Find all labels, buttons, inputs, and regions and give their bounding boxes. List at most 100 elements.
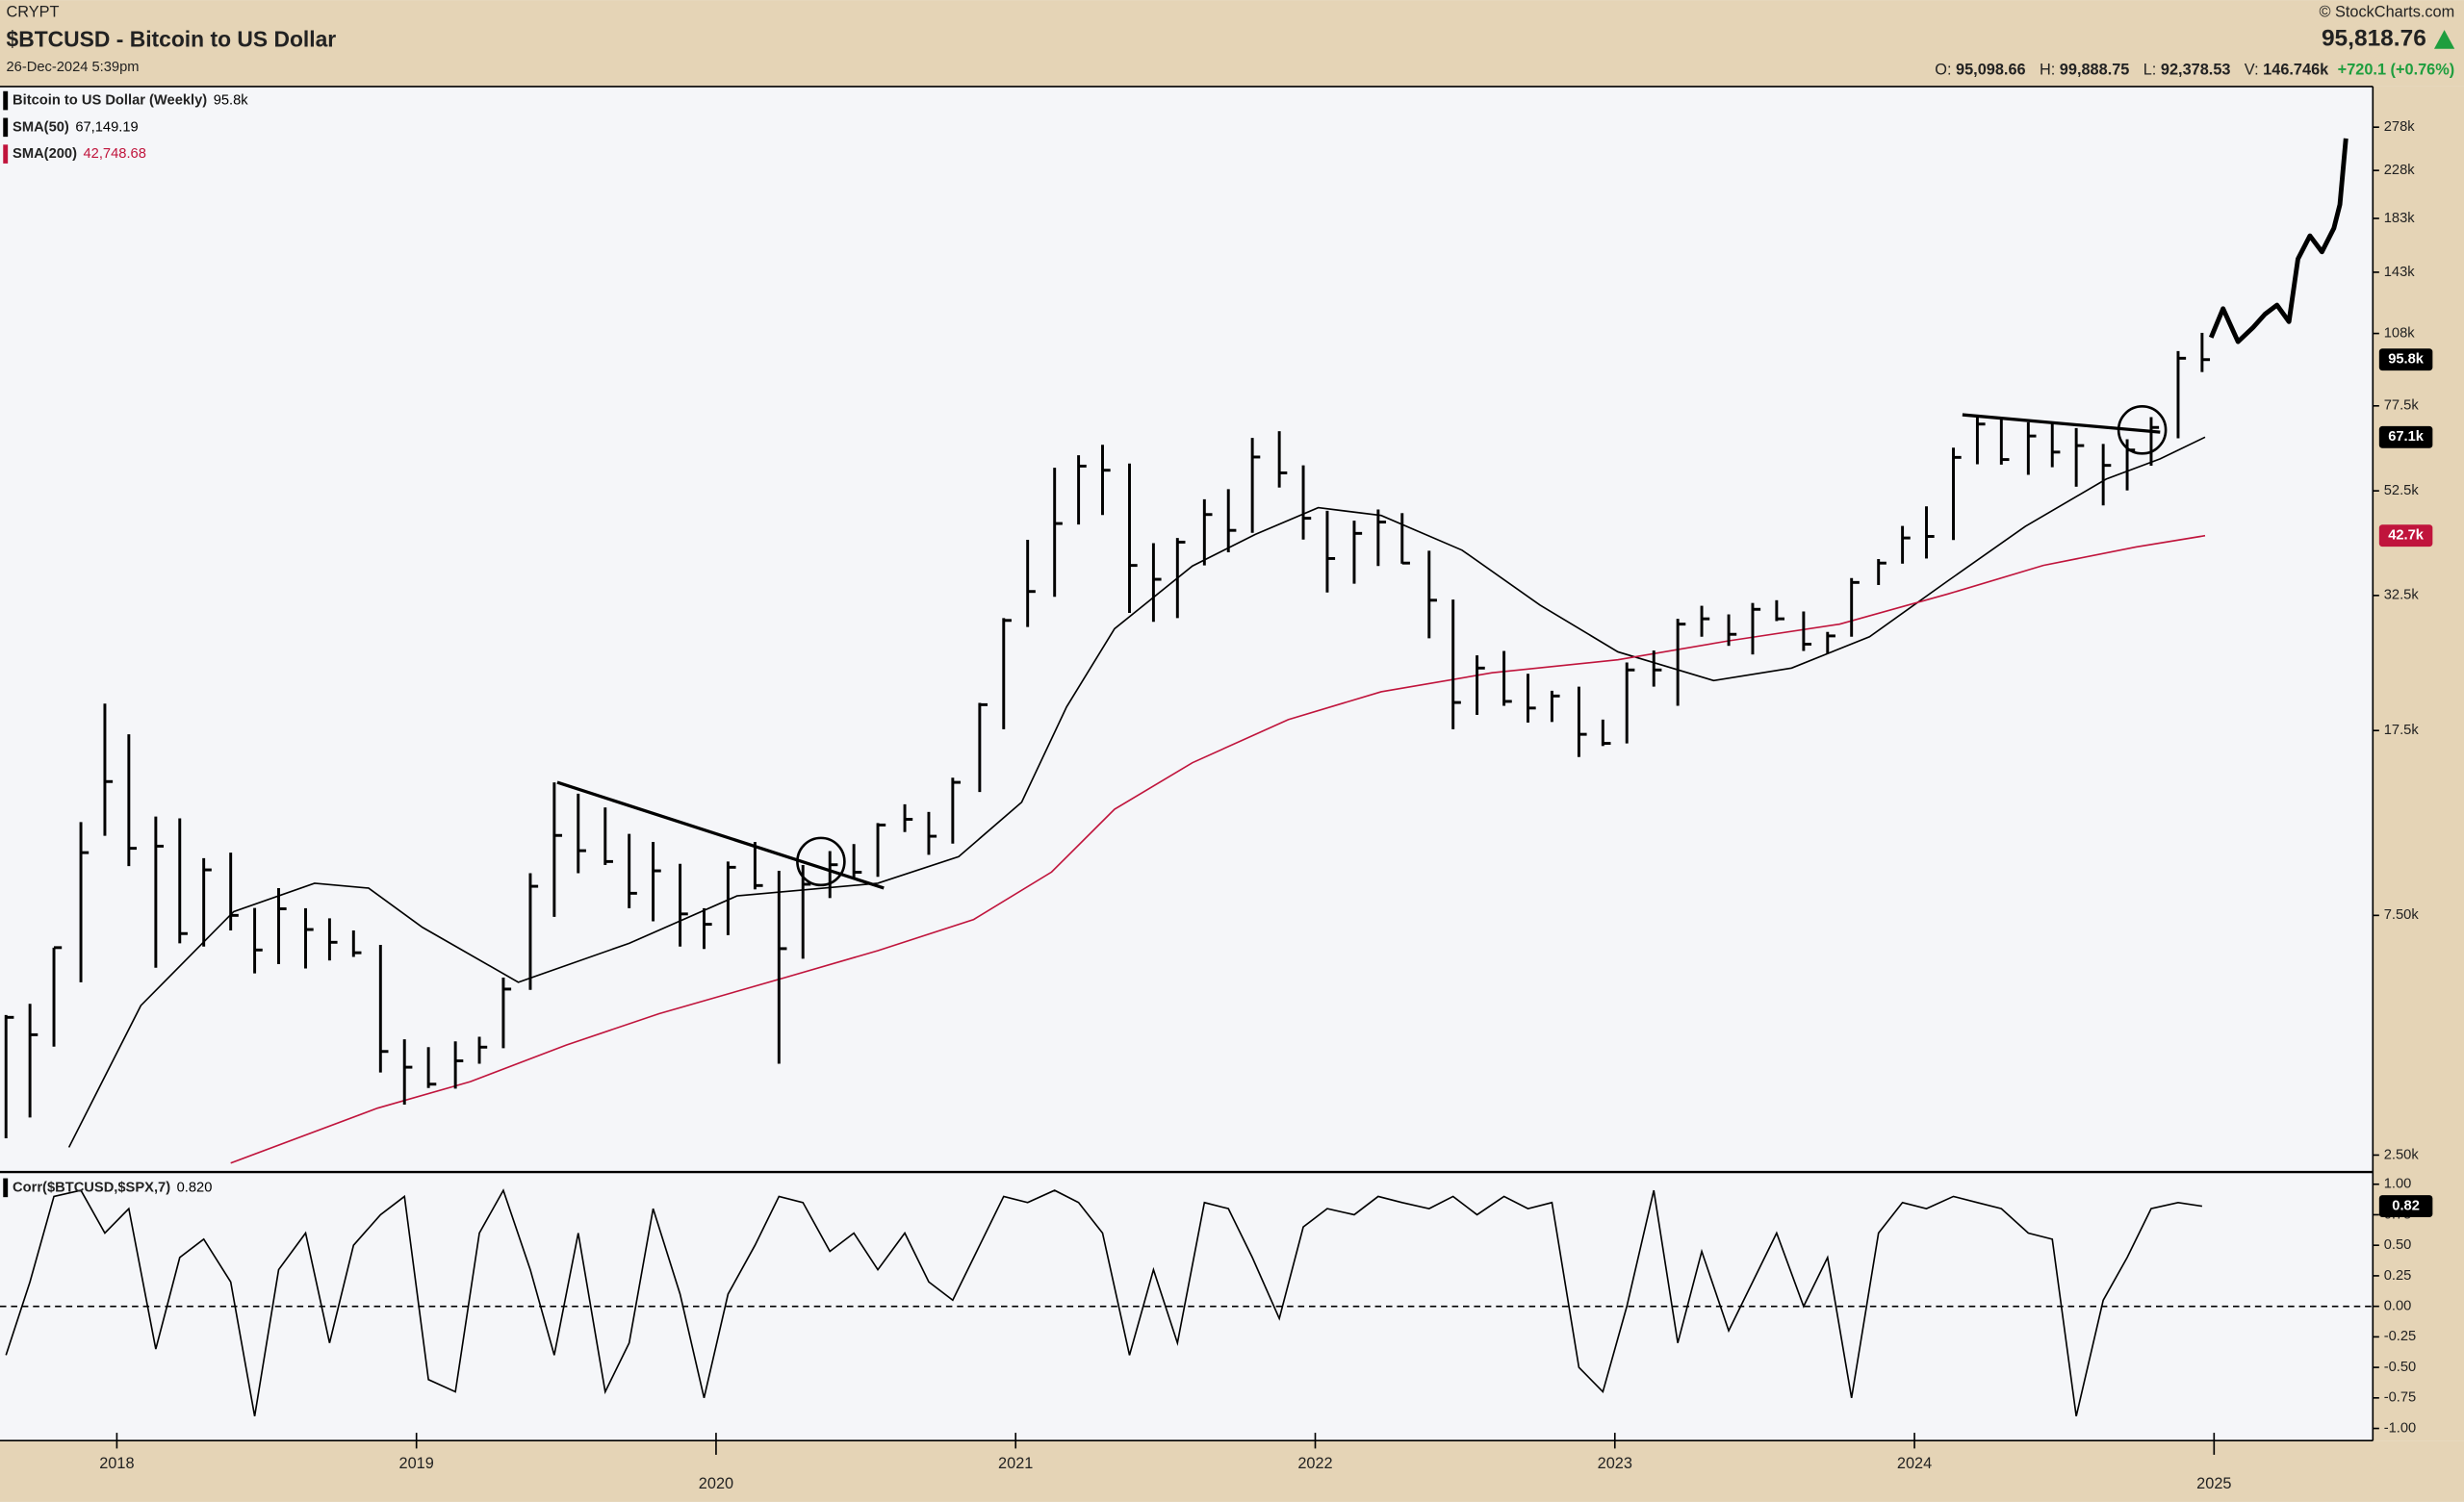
ohlc-bar (628, 833, 637, 908)
quote-value: 99,888.75 (2060, 62, 2130, 79)
x-tick-label: 2020 (699, 1475, 733, 1492)
ohlc-bar (103, 703, 114, 836)
ohlc-bar (1577, 686, 1587, 757)
quote-value: 95,098.66 (1956, 62, 2026, 79)
ohlc-bar (1325, 510, 1336, 593)
price-tag-label: 42.7k (2388, 528, 2425, 544)
x-tick-label: 2018 (99, 1455, 134, 1472)
change: +720.1 (+0.76%) (2338, 62, 2455, 79)
ohlc-bar (79, 822, 90, 982)
legend-value: 0.820 (177, 1180, 213, 1195)
legend-name: Bitcoin to US Dollar (Weekly) (13, 92, 207, 108)
source: © StockCharts.com (2319, 3, 2454, 20)
ohlc-bar (528, 873, 539, 990)
y-tick-label: 77.5k (2384, 398, 2420, 414)
plot-area (0, 86, 2374, 1441)
y-tick-label: 52.5k (2384, 483, 2420, 498)
y-tick-label: 183k (2384, 211, 2416, 226)
ohlc-bar (552, 782, 563, 917)
y-tick-label: 2.50k (2384, 1147, 2420, 1162)
price-tag-label: 95.8k (2388, 352, 2425, 368)
trendline (1962, 413, 2161, 434)
x-axis-band (0, 1440, 2464, 1502)
quote-label: H: (2040, 62, 2055, 79)
ohlc-bar (726, 861, 736, 935)
ohlc-bar (253, 907, 263, 974)
trendline (556, 780, 885, 890)
legend-name: Corr($BTCUSD,$SPX,7) (13, 1180, 170, 1195)
x-tick-label: 2024 (1897, 1455, 1932, 1472)
ohlc-bar (1002, 618, 1012, 729)
ohlc-bar (501, 977, 512, 1049)
legend-value: 95.8k (214, 92, 249, 108)
ohlc-bar (4, 1014, 14, 1138)
ohlc-bar (1975, 416, 1986, 465)
x-tick-label: 2021 (998, 1455, 1033, 1472)
price-tag (2378, 425, 2433, 448)
legend-name: SMA(200) (13, 146, 77, 162)
ohlc-bar (2074, 427, 2085, 487)
ohlc-bar (477, 1036, 488, 1064)
ohlc-bar (378, 945, 389, 1073)
ohlc-bar (52, 946, 63, 1047)
y-tick-label: -0.50 (2384, 1360, 2416, 1375)
ohlc-bar (1625, 662, 1635, 744)
ohlc-bar (1376, 509, 1387, 567)
quote-line: O: 95,098.66 H: 99,888.75 L: 92,378.53 V… (1935, 62, 2454, 79)
ohlc-bar (1999, 419, 2010, 465)
ohlc-bar (1700, 605, 1710, 637)
legend-name: SMA(50) (13, 119, 69, 135)
ohlc-bar (603, 807, 613, 865)
ohlc-bar (777, 871, 787, 1064)
ohlc-bar (652, 842, 661, 922)
timestamp: 26-Dec-2024 5:39pm (7, 60, 140, 75)
ohlc-bar (402, 1039, 413, 1106)
price-panel (4, 138, 2348, 1164)
quote-label: V: (2245, 62, 2259, 79)
y-tick-label: 17.5k (2384, 723, 2420, 738)
ohlc-bar (28, 1004, 38, 1118)
legend-value: 67,149.19 (75, 119, 138, 135)
ohlc-bar (2176, 350, 2187, 439)
highlight-circle (2117, 405, 2168, 455)
ohlc-bar (1751, 602, 1761, 655)
ohlc-bar (1451, 599, 1461, 729)
legend-entry: Bitcoin to US Dollar (Weekly) 95.8k (13, 92, 248, 108)
ohlc-bar (229, 853, 239, 930)
y-tick-label: 278k (2384, 119, 2416, 135)
highlight-circle (796, 836, 846, 887)
header-band (0, 0, 2464, 87)
ohlc-bar (2200, 332, 2211, 372)
ohlc-bar (1352, 521, 1363, 584)
x-tick-label: 2019 (399, 1455, 434, 1472)
ohlc-bar (304, 907, 314, 969)
y-tick-label: 108k (2384, 325, 2416, 341)
last-price: 95,818.76 (2322, 25, 2426, 51)
ohlc-bar (1101, 445, 1111, 516)
y-tick-label: 0.25 (2384, 1268, 2412, 1284)
up-arrow (2433, 30, 2455, 49)
sma-line (67, 436, 2206, 1148)
ohlc-bar (1427, 550, 1437, 639)
ohlc-bar (801, 864, 811, 959)
ohlc-bar (1877, 559, 1886, 585)
quote-value: 146.746k (2263, 62, 2329, 79)
ohlc-bar (978, 702, 988, 793)
ohlc-bar (1952, 447, 1962, 541)
price-tag (2378, 524, 2433, 547)
legend-entry: SMA(200) 42,748.68 (13, 146, 146, 162)
ohlc-bar (1925, 506, 1935, 559)
legend-entry: SMA(50) 67,149.19 (13, 119, 139, 135)
y-tick-label: -1.00 (2384, 1420, 2416, 1436)
exchange: CRYPT (7, 3, 60, 20)
ohlc-bar (679, 863, 688, 947)
ohlc-bar (1826, 631, 1835, 654)
y-tick-label: 32.5k (2384, 588, 2420, 603)
legend-swatch (3, 1178, 9, 1198)
y-tick-label: 0.50 (2384, 1237, 2412, 1253)
ohlc-bar (2101, 444, 2112, 506)
corr-panel (0, 1188, 2374, 1417)
y-tick-label: 0.00 (2384, 1299, 2412, 1314)
